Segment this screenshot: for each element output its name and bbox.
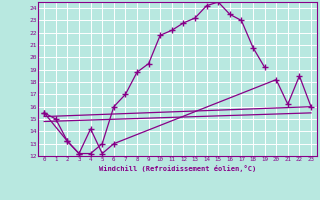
X-axis label: Windchill (Refroidissement éolien,°C): Windchill (Refroidissement éolien,°C) [99,165,256,172]
